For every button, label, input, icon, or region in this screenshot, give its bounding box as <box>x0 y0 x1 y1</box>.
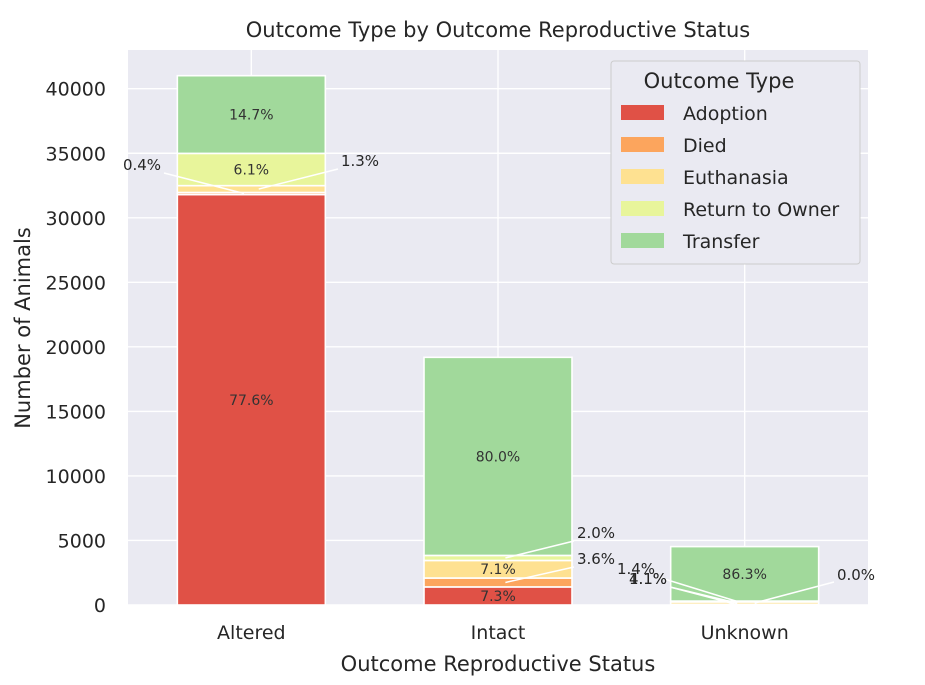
x-tick-labels: Altered Intact Unknown <box>217 622 789 644</box>
legend-swatch <box>621 201 664 216</box>
legend-items: Adoption Died Euthanasia Return to Owner Tra… <box>621 103 839 253</box>
leader-line <box>669 586 738 604</box>
y-tick-label: 0 <box>94 595 106 617</box>
data-label: 0.4% <box>123 156 161 174</box>
bar-segment <box>176 152 327 187</box>
bar-segment <box>176 193 327 606</box>
leader-line <box>505 540 575 559</box>
bar-segment <box>423 356 573 557</box>
legend-swatch <box>621 137 664 152</box>
y-tick-label: 10000 <box>46 466 106 488</box>
legend-label: Return to Owner <box>683 199 839 221</box>
data-label: 0.0% <box>837 566 875 584</box>
legend-swatch <box>621 233 664 248</box>
data-label: 1.3% <box>341 152 379 170</box>
y-axis-label: Number of Animals <box>11 227 35 429</box>
x-tick-label: Unknown <box>701 622 789 644</box>
data-label: 14.7% <box>229 108 273 124</box>
data-label: 4.1% <box>629 570 667 588</box>
bar-segment <box>423 577 573 588</box>
y-tick-label: 15000 <box>46 401 106 423</box>
leader-line <box>258 168 339 190</box>
bar-segment <box>176 74 327 155</box>
chart-title: Outcome Type by Outcome Reproductive Sta… <box>246 18 751 42</box>
y-tick-label: 20000 <box>46 337 106 359</box>
legend-label: Euthanasia <box>683 167 789 189</box>
legend-swatch <box>621 169 664 184</box>
legend-label: Adoption <box>683 103 768 125</box>
x-tick-label: Intact <box>471 622 526 644</box>
legend-label: Died <box>683 135 727 157</box>
y-tick-label: 30000 <box>46 208 106 230</box>
bar-segment <box>176 184 327 194</box>
leader-line <box>657 576 738 603</box>
x-axis-label: Outcome Reproductive Status <box>341 652 656 676</box>
data-label: 3.6% <box>577 550 615 568</box>
data-label: 7.3% <box>480 589 516 605</box>
data-label: 86.3% <box>722 567 766 583</box>
data-label: 7.1% <box>480 562 516 578</box>
legend-title: Outcome Type <box>644 69 795 93</box>
data-label: 1.1% <box>629 570 667 588</box>
bars-layer <box>176 74 820 606</box>
data-label: 80.0% <box>476 449 520 465</box>
y-tick-label: 5000 <box>58 530 106 552</box>
data-label: 77.6% <box>229 393 273 409</box>
y-tick-label: 35000 <box>46 143 106 165</box>
data-label: 6.1% <box>234 163 270 179</box>
leader-line <box>505 566 575 584</box>
data-labels-layer: 77.6% 0.4% 1.3% 6.1% 14.7% 7.3% 3.6% 7.1% 2.0% 80… <box>123 108 875 605</box>
legend-swatch <box>621 105 664 120</box>
data-label: 2.0% <box>577 524 615 542</box>
y-tick-label: 25000 <box>46 272 106 294</box>
leader-line <box>754 581 835 604</box>
y-tick-label: 40000 <box>46 79 106 101</box>
x-tick-label: Altered <box>217 622 286 644</box>
legend-box <box>610 60 861 265</box>
y-tick-labels: 0 5000 10000 15000 20000 25000 30000 35000 40000 <box>46 79 106 617</box>
leader-lines-layer <box>163 168 835 606</box>
leader-line <box>163 172 245 195</box>
data-label: 1.4% <box>617 560 655 578</box>
legend: Outcome Type Adoption Died Euthanasia Retur… <box>610 60 861 265</box>
legend-label: Transfer <box>682 231 760 253</box>
